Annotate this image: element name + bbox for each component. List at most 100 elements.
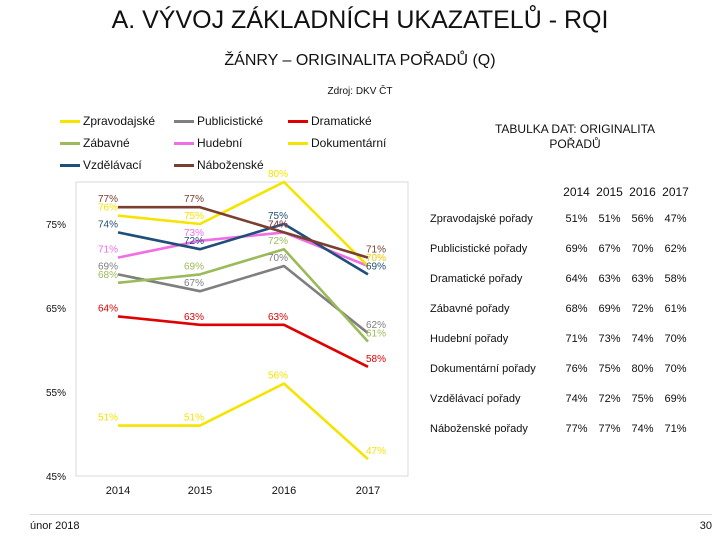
legend-label: Dokumentární (311, 136, 387, 150)
table-cell: 76% (565, 363, 588, 375)
legend-label: Publicistické (197, 114, 264, 128)
data-label: 70% (366, 253, 386, 264)
series-line (117, 264, 369, 335)
table-cell: 72% (631, 303, 654, 315)
series-line (118, 382, 369, 461)
legend-label: Zábavné (83, 136, 130, 150)
data-label: 51% (184, 413, 204, 424)
data-label: 68% (98, 270, 118, 281)
data-label: 72% (268, 236, 288, 247)
table-row: Dramatické pořady 64% 63% 63% 58% (428, 264, 692, 294)
legend-item-nabozenske: Náboženské (174, 158, 264, 172)
series-line (117, 180, 369, 267)
y-tick-label: 45% (46, 472, 66, 483)
data-label: 75% (268, 211, 288, 222)
table-cell: 63% (631, 273, 654, 285)
table-row: Publicistické pořady 69% 67% 70% 62% (428, 234, 692, 264)
data-label: 67% (184, 278, 204, 289)
data-label: 64% (98, 303, 118, 314)
table-title: TABULKA DAT: ORIGINALITA POŘADŮ (494, 122, 656, 151)
table-cell: 47% (664, 213, 687, 225)
table-cell: 77% (565, 423, 588, 435)
table-cell: 71% (664, 423, 687, 435)
table-header-row: 2014 2015 2016 2017 (428, 180, 692, 204)
legend-label: Náboženské (197, 158, 264, 172)
data-label: 77% (184, 194, 204, 205)
legend-label: Dramatické (311, 114, 372, 128)
data-label: 72% (184, 236, 204, 247)
legend-swatch (60, 142, 80, 146)
plot-area (75, 181, 409, 477)
table-cell: 74% (631, 423, 654, 435)
table-cell: 69% (565, 243, 588, 255)
data-label: 69% (184, 261, 204, 272)
data-label: 63% (268, 312, 288, 323)
table-cell: 64% (565, 273, 588, 285)
data-table: 2014 2015 2016 2017 Zpravodajské pořady … (428, 180, 692, 444)
legend-swatch (288, 120, 308, 124)
source-note: Zdroj: DKV ČT (327, 86, 393, 97)
row-label: Náboženské pořady (430, 423, 528, 435)
series-line (118, 205, 369, 259)
y-tick-label: 75% (46, 220, 66, 231)
table-cell: 68% (565, 303, 588, 315)
page-subtitle: ŽÁNRY – ORIGINALITA POŘADŮ (Q) (224, 52, 496, 69)
legend-item-zpravodajske: Zpravodajské (60, 114, 155, 128)
row-label: Zpravodajské pořady (430, 213, 533, 225)
table-header-cell: 2015 (596, 185, 623, 199)
x-tick-label: 2014 (106, 485, 130, 497)
row-label: Dramatické pořady (430, 273, 523, 285)
table-cell: 69% (598, 303, 621, 315)
y-tick-label: 65% (46, 304, 66, 315)
table-row: Zpravodajské pořady 51% 51% 56% 47% (428, 204, 692, 234)
data-label: 51% (98, 413, 118, 424)
table-cell: 75% (598, 363, 621, 375)
legend-item-vzdelavaci: Vzdělávací (60, 158, 142, 172)
table-cell: 56% (631, 213, 654, 225)
series-line (117, 247, 369, 343)
table-row: Náboženské pořady 77% 77% 74% 71% (428, 414, 692, 444)
data-label: 76% (98, 203, 118, 214)
legend-swatch (60, 164, 80, 168)
footer-divider (30, 514, 712, 515)
legend-item-publicisticke: Publicistické (174, 114, 263, 128)
table-row: Vzdělávací pořady 74% 72% 75% 69% (428, 384, 692, 414)
x-tick-label: 2017 (356, 485, 380, 497)
legend-label: Zpravodajské (83, 114, 156, 128)
table-cell: 61% (664, 303, 687, 315)
data-label: 80% (268, 169, 288, 180)
legend-label: Vzdělávací (83, 158, 142, 172)
data-label: 69% (366, 261, 386, 272)
row-label: Vzdělávací pořady (430, 393, 521, 405)
table-cell: 71% (565, 333, 588, 345)
data-label: 74% (98, 219, 118, 230)
page-title: A. VÝVOJ ZÁKLADNÍCH UKAZATELŮ - RQI (111, 6, 609, 34)
data-label: 70% (366, 253, 386, 264)
table-cell: 62% (664, 243, 687, 255)
data-label: 77% (98, 194, 118, 205)
table-cell: 72% (598, 393, 621, 405)
table-cell: 51% (565, 213, 588, 225)
table-cell: 75% (631, 393, 654, 405)
data-label: 74% (268, 219, 288, 230)
page-number: 30 (699, 520, 712, 532)
data-label: 58% (366, 354, 386, 365)
row-label: Publicistické pořady (430, 243, 528, 255)
legend-item-zabavne: Zábavné (60, 136, 130, 150)
x-tick-label: 2016 (272, 485, 296, 497)
data-label: 63% (184, 312, 204, 323)
data-label: 73% (184, 228, 204, 239)
table-cell: 73% (598, 333, 621, 345)
legend-swatch (174, 120, 194, 124)
data-label: 61% (366, 329, 386, 340)
table-cell: 67% (598, 243, 621, 255)
legend-swatch (174, 164, 194, 168)
table-cell: 63% (598, 273, 621, 285)
footer-date: únor 2018 (30, 520, 80, 532)
table-cell: 51% (598, 213, 621, 225)
row-label: Zábavné pořady (430, 303, 510, 315)
table-cell: 58% (664, 273, 687, 285)
legend-swatch (288, 142, 308, 146)
legend-item-dokumentarni: Dokumentární (288, 136, 386, 150)
